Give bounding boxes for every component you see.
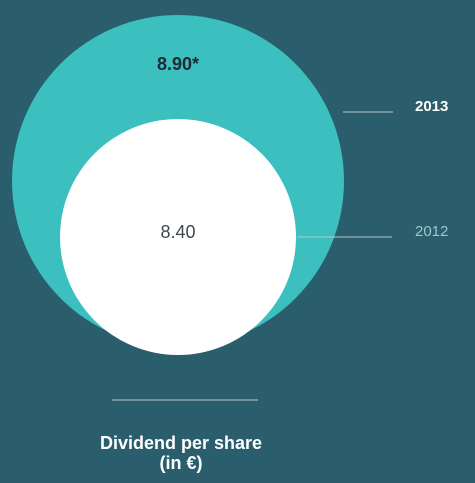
category-label: 2012 — [415, 223, 448, 240]
chart-title: (in €) — [160, 453, 203, 473]
value-label: 8.40 — [160, 222, 195, 242]
circle — [60, 119, 296, 355]
category-label: 2013 — [415, 98, 448, 115]
chart-title: Dividend per share — [100, 433, 262, 453]
value-label: 8.90* — [157, 54, 199, 74]
